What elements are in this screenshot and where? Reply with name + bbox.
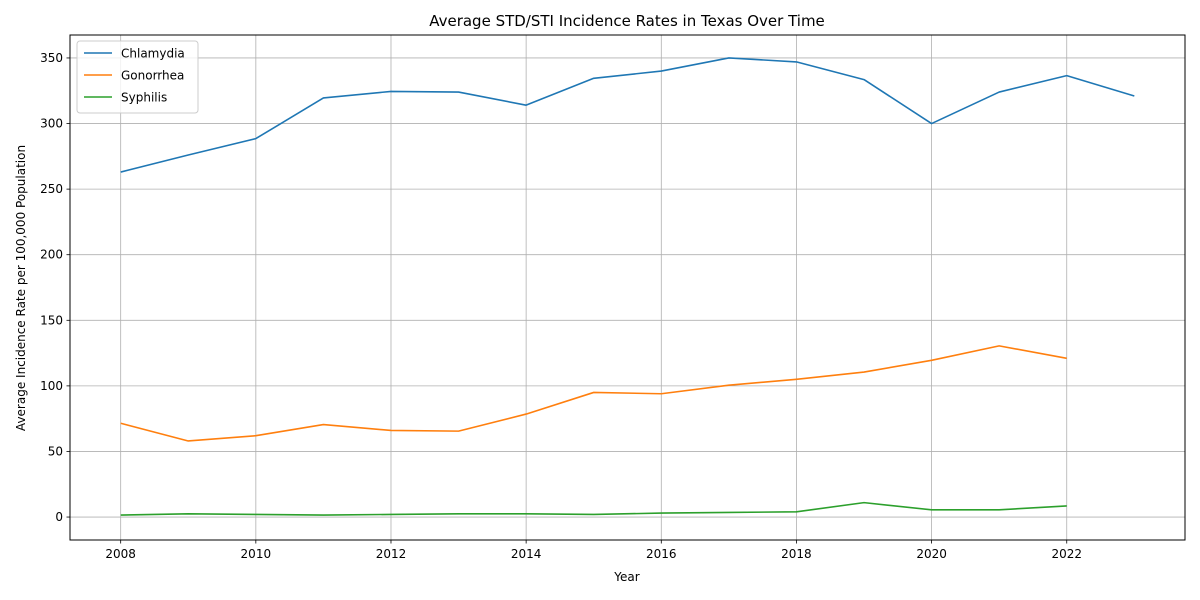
x-tick-label: 2016 (646, 547, 677, 561)
legend-box (76, 40, 199, 114)
series-line-syphilis (120, 501, 1067, 516)
series-line-gonorrhea (120, 345, 1067, 442)
legend-label-gonorrhea: Gonorrhea (121, 69, 184, 83)
x-tick-label: 2010 (241, 547, 272, 561)
x-axis-label: Year (613, 570, 639, 584)
chart-title: Average STD/STI Incidence Rates in Texas… (429, 12, 825, 30)
x-tick-label: 2022 (1051, 547, 1082, 561)
plot-frame (69, 34, 1186, 541)
x-tick-label: 2018 (781, 547, 812, 561)
x-tick-label: 2014 (511, 547, 542, 561)
y-axis-label: Average Incidence Rate per 100,000 Popul… (14, 145, 28, 431)
series-layer (120, 57, 1135, 516)
x-tick-label: 2012 (376, 547, 407, 561)
y-tick-label: 200 (40, 248, 63, 262)
y-tick-label: 350 (40, 51, 63, 65)
x-tick-label: 2008 (105, 547, 136, 561)
y-tick-label: 100 (40, 379, 63, 393)
x-tick-label: 2020 (916, 547, 947, 561)
y-tick-label: 150 (40, 313, 63, 327)
legend-label-syphilis: Syphilis (121, 91, 167, 105)
y-tick-label: 50 (48, 444, 63, 458)
x-axis: 2008 2010 2012 2014 2016 2018 2020 2022 (105, 540, 1082, 561)
legend: Chlamydia Gonorrhea Syphilis (76, 40, 199, 114)
legend-label-chlamydia: Chlamydia (121, 47, 185, 61)
y-axis: 0 50 100 150 200 250 300 350 (40, 51, 70, 524)
series-line-chlamydia (120, 57, 1135, 173)
y-tick-label: 250 (40, 182, 63, 196)
y-tick-label: 300 (40, 117, 63, 131)
y-tick-label: 0 (55, 510, 63, 524)
grid (70, 35, 1185, 540)
